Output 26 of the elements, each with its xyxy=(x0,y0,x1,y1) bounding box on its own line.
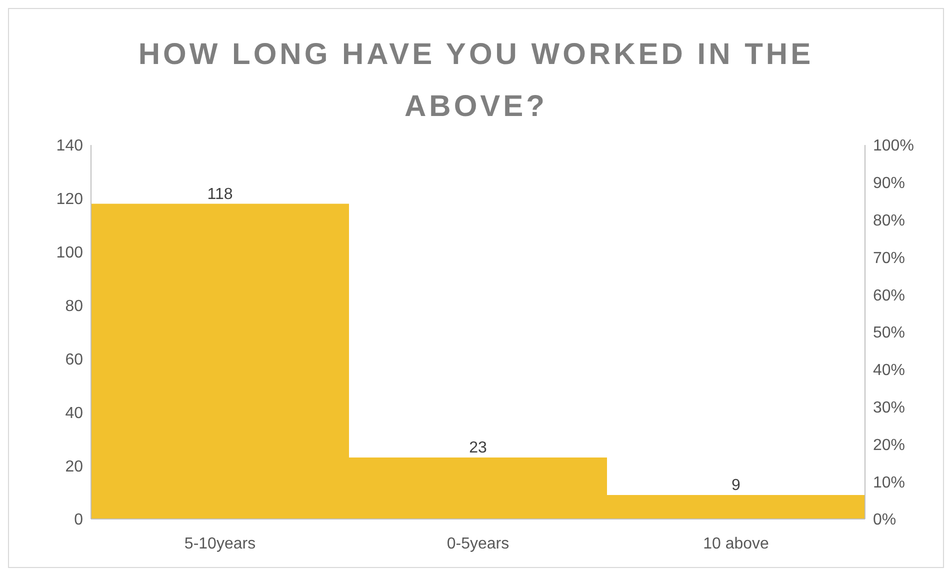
y-tick-label: 20 xyxy=(65,458,84,476)
y2-tick-label: 80% xyxy=(873,212,906,230)
y2-tick-label: 30% xyxy=(873,399,906,416)
y-tick-label: 100 xyxy=(56,244,84,262)
chart-title: HOW LONG HAVE YOU WORKED IN THE ABOVE? xyxy=(137,37,815,125)
x-tick-label: 10 above xyxy=(703,535,770,552)
y-tick-label: 80 xyxy=(65,298,84,315)
y2-tick-label: 50% xyxy=(873,324,906,342)
y2-tick-label: 20% xyxy=(873,436,906,454)
y2-tick-label: 90% xyxy=(873,175,906,192)
y-tick-label: 140 xyxy=(56,138,84,155)
y2-tick-label: 60% xyxy=(873,287,906,304)
y2-tick-label: 10% xyxy=(873,474,906,492)
y2-tick-label: 100% xyxy=(873,138,914,155)
y-tick-label: 0 xyxy=(74,512,84,529)
y2-tick-label: 70% xyxy=(873,250,906,267)
y-tick-label: 120 xyxy=(56,191,84,208)
data-label: 118 xyxy=(207,186,233,203)
x-tick-label: 0-5years xyxy=(446,535,510,552)
y2-tick-label: 40% xyxy=(873,362,906,380)
y-tick-label: 60 xyxy=(65,351,84,368)
data-label: 9 xyxy=(732,476,741,494)
data-label: 23 xyxy=(469,440,487,457)
y2-tick-label: 0% xyxy=(873,512,896,529)
x-tick-label: 5-10years xyxy=(184,535,256,552)
y-tick-label: 40 xyxy=(65,404,84,422)
